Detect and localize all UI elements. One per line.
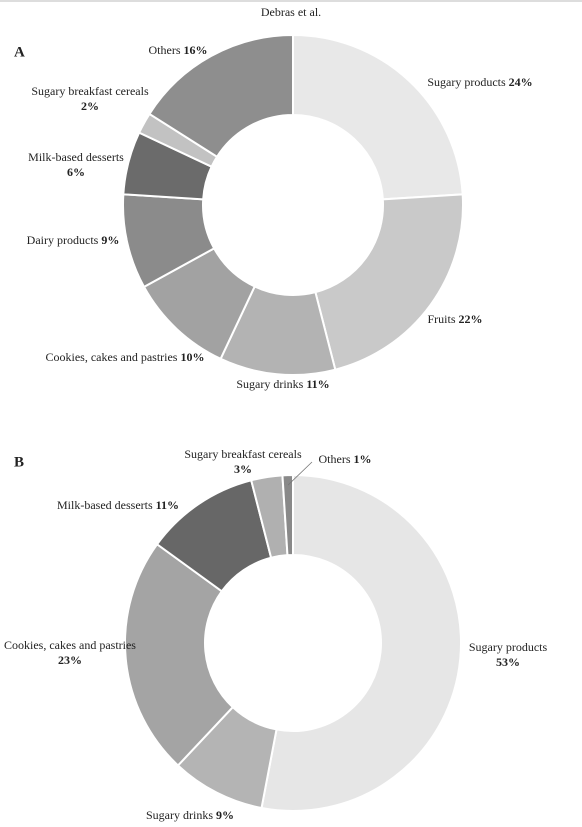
donut-slice: [124, 542, 235, 767]
slice-label: Sugary drinks 9%: [146, 808, 234, 822]
slice-name: Sugary drinks: [236, 377, 303, 391]
slice-name: Fruits: [427, 312, 455, 326]
slice-value: 10%: [180, 350, 204, 364]
donut-slice: [292, 33, 464, 201]
slice-name: Others: [149, 43, 181, 57]
donut-slice: [260, 473, 462, 812]
donut-slice: [281, 473, 294, 557]
slice-name: Milk-based desserts: [57, 498, 153, 512]
donut-slice: [314, 193, 464, 371]
slice-label: Milk-based desserts 11%: [57, 498, 179, 512]
slice-value: 6%: [67, 165, 85, 179]
slice-label: Cookies, cakes and pastries 10%: [46, 350, 205, 364]
slice-name: Sugary drinks: [146, 808, 213, 822]
slice-label: Sugary breakfast cereals: [184, 447, 302, 461]
donut-slice: [148, 33, 294, 159]
panel-label: A: [14, 44, 25, 60]
slice-value: 11%: [156, 498, 179, 512]
slice-value: 9%: [216, 808, 234, 822]
slice-value: 9%: [101, 233, 119, 247]
slice-label: Sugary breakfast cereals: [31, 84, 149, 98]
slice-label: Others 1%: [319, 452, 372, 466]
slice-value: 1%: [354, 452, 372, 466]
slice-value: 16%: [184, 43, 208, 57]
slice-value: 11%: [306, 377, 329, 391]
slice-value: 3%: [234, 462, 252, 476]
slice-name: Cookies, cakes and pastries: [46, 350, 178, 364]
slice-label: Dairy products 9%: [27, 233, 120, 247]
panel-label: B: [14, 454, 24, 470]
slice-label: Sugary drinks 11%: [236, 377, 329, 391]
slice-name: Sugary products: [427, 75, 506, 89]
slice-label: Sugary products 24%: [427, 75, 532, 89]
slice-value: 23%: [58, 653, 82, 667]
slice-name: Dairy products: [27, 233, 99, 247]
page-header: Debras et al.: [261, 5, 321, 19]
slice-label: Others 16%: [149, 43, 208, 57]
slice-value: 24%: [509, 75, 533, 89]
leader-line: [287, 461, 313, 486]
slice-name: Others: [319, 452, 351, 466]
slice-value: 22%: [459, 312, 483, 326]
slice-label: Fruits 22%: [427, 312, 482, 326]
slice-value: 53%: [496, 655, 520, 669]
slice-value: 2%: [81, 99, 99, 113]
slice-label: Cookies, cakes and pastries: [4, 638, 136, 652]
slice-label: Sugary products: [469, 640, 548, 654]
slice-label: Milk-based desserts: [28, 150, 124, 164]
